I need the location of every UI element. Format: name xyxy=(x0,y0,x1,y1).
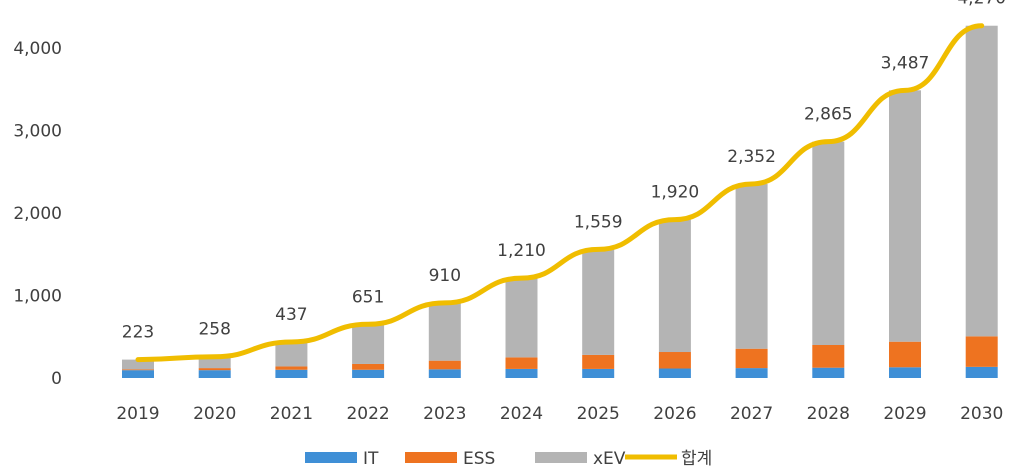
x-tick-label: 2022 xyxy=(346,404,389,424)
bar-xev xyxy=(965,25,998,337)
bar-it xyxy=(198,370,231,378)
bar-it xyxy=(505,368,538,378)
bar-xev xyxy=(352,324,385,364)
data-label: 651 xyxy=(352,287,384,307)
bar-it xyxy=(735,368,768,378)
bar-ess xyxy=(812,345,845,368)
data-label: 437 xyxy=(275,305,307,325)
bar-ess xyxy=(658,352,691,369)
legend-label: ESS xyxy=(463,449,495,469)
data-label: 2,865 xyxy=(804,105,853,125)
bar-ess xyxy=(582,354,615,369)
x-tick-label: 2029 xyxy=(883,404,926,424)
bar-xev xyxy=(505,278,538,358)
x-tick-label: 2021 xyxy=(270,404,313,424)
legend-label: 합계 xyxy=(681,449,712,469)
y-tick-label: 1,000 xyxy=(13,287,62,307)
bar-ess xyxy=(889,341,921,368)
x-tick-label: 2023 xyxy=(423,404,466,424)
bar-xev xyxy=(889,90,921,342)
legend-swatch-xev xyxy=(535,452,587,463)
x-tick-label: 2019 xyxy=(116,404,159,424)
bar-ess xyxy=(965,336,998,367)
bar-xev xyxy=(582,249,615,355)
legend-label: IT xyxy=(363,449,379,469)
bar-it xyxy=(352,369,385,378)
y-tick-label: 2,000 xyxy=(13,204,62,224)
total-line xyxy=(135,23,985,363)
bar-it xyxy=(428,369,461,378)
data-label: 1,559 xyxy=(574,212,623,232)
legend-swatch-ess xyxy=(405,452,457,463)
data-label: 258 xyxy=(198,320,230,340)
x-tick-label: 2025 xyxy=(577,404,620,424)
bar-ess xyxy=(735,348,768,369)
bar-it xyxy=(965,366,998,378)
bar-ess xyxy=(505,357,538,369)
y-tick-label: 3,000 xyxy=(13,122,62,142)
legend-swatch-it xyxy=(305,452,357,463)
data-label: 3,487 xyxy=(881,53,930,73)
legend-label: xEV xyxy=(593,449,626,469)
bar-ess xyxy=(352,363,385,370)
x-tick-label: 2026 xyxy=(653,404,696,424)
bar-it xyxy=(275,369,308,378)
data-label: 223 xyxy=(122,323,154,343)
x-tick-label: 2027 xyxy=(730,404,773,424)
bar-xev xyxy=(428,302,461,361)
bar-xev xyxy=(735,183,768,349)
bar-it xyxy=(812,367,845,378)
bar-it xyxy=(889,367,921,378)
bar-it xyxy=(122,370,154,378)
data-label: 4,270 xyxy=(957,0,1006,9)
data-label: 1,920 xyxy=(651,183,700,203)
bar-it xyxy=(582,368,615,378)
data-label: 2,352 xyxy=(727,147,776,167)
bar-xev xyxy=(198,356,231,369)
x-tick-label: 2028 xyxy=(807,404,850,424)
bar-ess xyxy=(122,369,154,371)
bar-xev xyxy=(658,219,691,353)
y-tick-label: 0 xyxy=(51,369,62,389)
bar-it xyxy=(658,368,691,378)
bar-ess xyxy=(198,368,231,371)
x-tick-label: 2030 xyxy=(960,404,1003,424)
bar-ess xyxy=(428,360,461,370)
bar-xev xyxy=(812,141,845,345)
bar-xev xyxy=(275,341,308,367)
bar-ess xyxy=(275,366,308,370)
x-tick-label: 2020 xyxy=(193,404,236,424)
x-tick-label: 2024 xyxy=(500,404,543,424)
data-label: 1,210 xyxy=(497,241,546,261)
y-tick-label: 4,000 xyxy=(13,39,62,59)
data-label: 910 xyxy=(429,266,461,286)
bar-xev xyxy=(122,359,154,370)
